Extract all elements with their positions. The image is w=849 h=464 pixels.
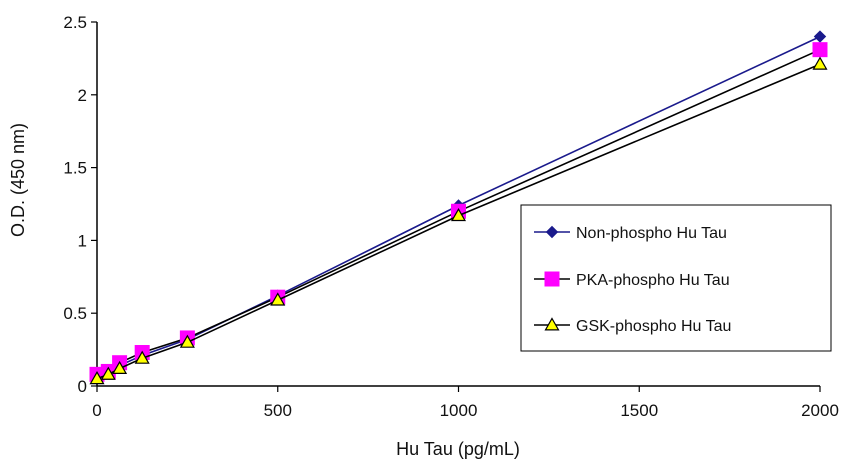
- legend-marker: [545, 225, 559, 239]
- legend-label: GSK-phospho Hu Tau: [576, 318, 731, 335]
- data-point: [270, 292, 286, 306]
- data-point: [134, 350, 150, 364]
- x-axis-label: Hu Tau (pg/mL): [396, 439, 520, 459]
- y-tick-label: 2: [78, 86, 87, 105]
- series-3: [89, 56, 828, 385]
- legend-marker: [544, 271, 560, 287]
- x-axis-ticks: 0 500 1000 1500 2000: [92, 386, 839, 420]
- x-tick-label: 1500: [620, 401, 658, 420]
- legend: Non-phospho Hu Tau PKA-phospho Hu Tau GSK-…: [520, 204, 832, 352]
- y-tick-label: 1.5: [63, 159, 87, 178]
- y-tick-label: 0: [78, 377, 87, 396]
- data-point: [812, 42, 828, 58]
- data-point: [89, 371, 105, 385]
- data-point: [100, 366, 116, 380]
- y-tick-label: 2.5: [63, 13, 87, 32]
- legend-label: Non-phospho Hu Tau: [576, 225, 727, 242]
- legend-box: [520, 204, 832, 352]
- x-tick-label: 500: [264, 401, 292, 420]
- data-point: [812, 56, 828, 70]
- legend-marker: [544, 317, 560, 331]
- data-point: [112, 360, 128, 375]
- legend-label: PKA-phospho Hu Tau: [576, 272, 730, 289]
- y-tick-label: 1: [78, 231, 87, 250]
- data-point: [450, 207, 467, 222]
- y-axis-label: O.D. (450 nm): [8, 123, 28, 237]
- data-point: [179, 334, 195, 348]
- series-layer: [89, 30, 828, 385]
- x-tick-label: 2000: [801, 401, 839, 420]
- y-axis-ticks: 0 0.5 1 1.5 2 2.5: [63, 13, 97, 396]
- x-tick-label: 0: [92, 401, 101, 420]
- data-point: [813, 30, 827, 43]
- y-tick-label: 0.5: [63, 304, 87, 323]
- x-tick-label: 1000: [440, 401, 478, 420]
